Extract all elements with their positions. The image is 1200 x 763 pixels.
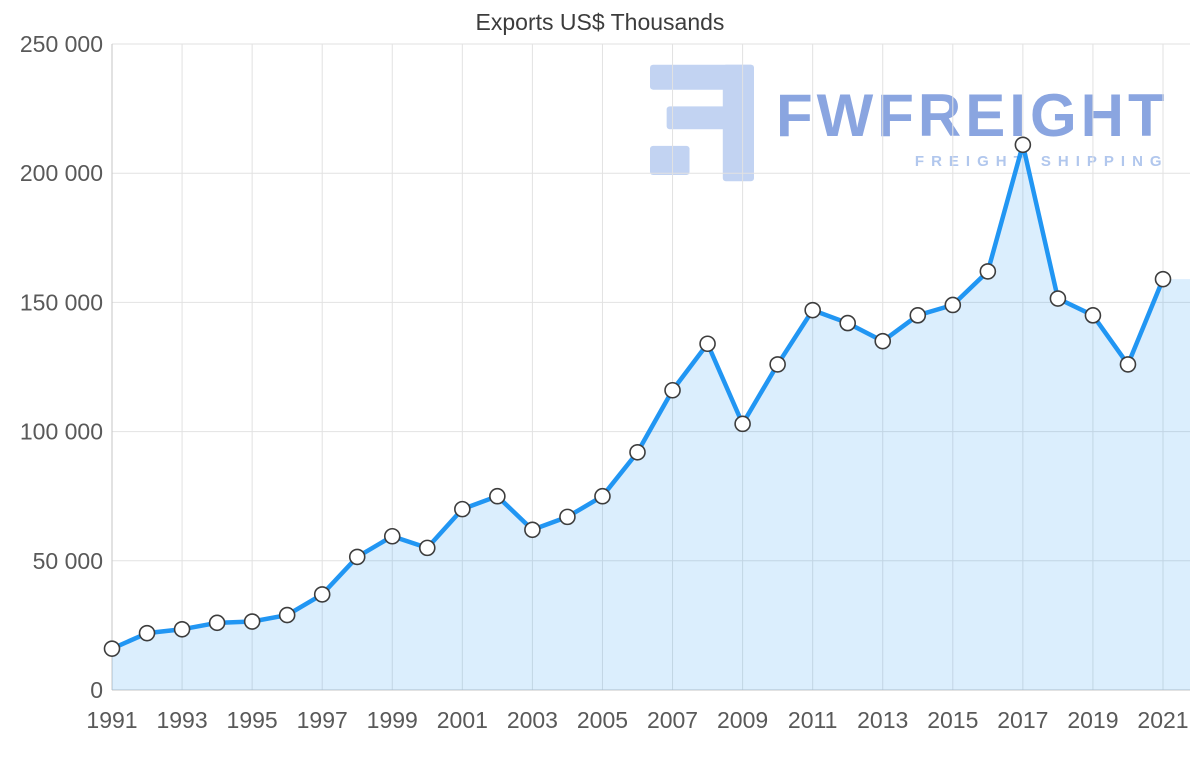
x-axis-tick-label: 2017 xyxy=(997,707,1048,733)
data-point-marker xyxy=(138,624,156,642)
x-axis-tick-label: 2003 xyxy=(507,707,558,733)
data-point-marker xyxy=(103,640,121,657)
data-point-marker xyxy=(454,500,471,518)
data-point-marker xyxy=(243,613,261,630)
data-point-marker xyxy=(1154,270,1172,288)
y-axis-tick-label: 150 000 xyxy=(20,289,103,315)
data-point-marker xyxy=(278,606,296,624)
data-point-marker xyxy=(313,586,331,603)
data-point-marker xyxy=(629,443,646,461)
data-point-marker xyxy=(804,301,821,319)
data-point-marker xyxy=(664,381,681,399)
data-point-marker xyxy=(524,521,541,539)
data-point-marker xyxy=(699,335,716,353)
series-area-fill xyxy=(112,144,1190,690)
x-axis-tick-label: 2005 xyxy=(577,707,628,733)
data-point-marker xyxy=(348,548,366,566)
data-point-marker xyxy=(418,539,436,557)
watermark-text-block: FWFREIGHT FREIGHT SHIPPING xyxy=(776,64,1169,171)
x-axis-tick-label: 2001 xyxy=(437,707,488,733)
fwfreight-logo-icon xyxy=(650,64,754,182)
data-point-marker xyxy=(839,314,857,332)
x-axis-tick-label: 2015 xyxy=(927,707,978,733)
data-point-marker xyxy=(1084,307,1102,324)
data-point-marker xyxy=(173,620,191,638)
data-point-marker xyxy=(383,527,401,545)
data-point-marker xyxy=(909,307,927,324)
data-point-marker xyxy=(1049,290,1067,307)
x-axis-tick-label: 2019 xyxy=(1067,707,1118,733)
y-axis-tick-label: 200 000 xyxy=(20,160,103,186)
data-point-marker xyxy=(944,296,962,314)
y-axis-tick-label: 0 xyxy=(90,677,103,703)
data-point-marker xyxy=(559,508,576,526)
data-point-marker xyxy=(1014,136,1032,154)
x-axis-tick-label: 1999 xyxy=(367,707,418,733)
y-axis-tick-label: 100 000 xyxy=(20,419,103,445)
chart-title: Exports US$ Thousands xyxy=(475,9,725,35)
x-axis-tick-label: 2009 xyxy=(717,707,768,733)
x-axis-tick-label: 1993 xyxy=(156,707,207,733)
data-point-marker xyxy=(769,356,786,373)
watermark-brand-text: FWFREIGHT xyxy=(776,82,1169,149)
y-axis-tick-label: 250 000 xyxy=(20,31,103,57)
data-point-marker xyxy=(734,415,751,433)
data-point-marker xyxy=(594,487,611,505)
data-point-marker xyxy=(979,263,997,280)
x-axis-tick-label: 2021 xyxy=(1137,707,1188,733)
data-point-marker xyxy=(1119,356,1137,373)
x-axis-tick-label: 1997 xyxy=(297,707,348,733)
x-axis-tick-label: 2011 xyxy=(788,707,837,733)
data-point-marker xyxy=(874,332,892,350)
data-point-marker xyxy=(208,614,226,632)
watermark-tagline-text: FREIGHT SHIPPING xyxy=(914,153,1169,170)
y-axis-tick-label: 50 000 xyxy=(33,548,103,574)
x-axis-tick-label: 2007 xyxy=(647,707,698,733)
x-axis-tick-label: 2013 xyxy=(857,707,908,733)
x-axis-tick-label: 1991 xyxy=(86,707,137,733)
watermark: FWFREIGHT FREIGHT SHIPPING xyxy=(650,64,1169,182)
data-point-marker xyxy=(489,487,506,505)
x-axis-tick-label: 1995 xyxy=(227,707,278,733)
